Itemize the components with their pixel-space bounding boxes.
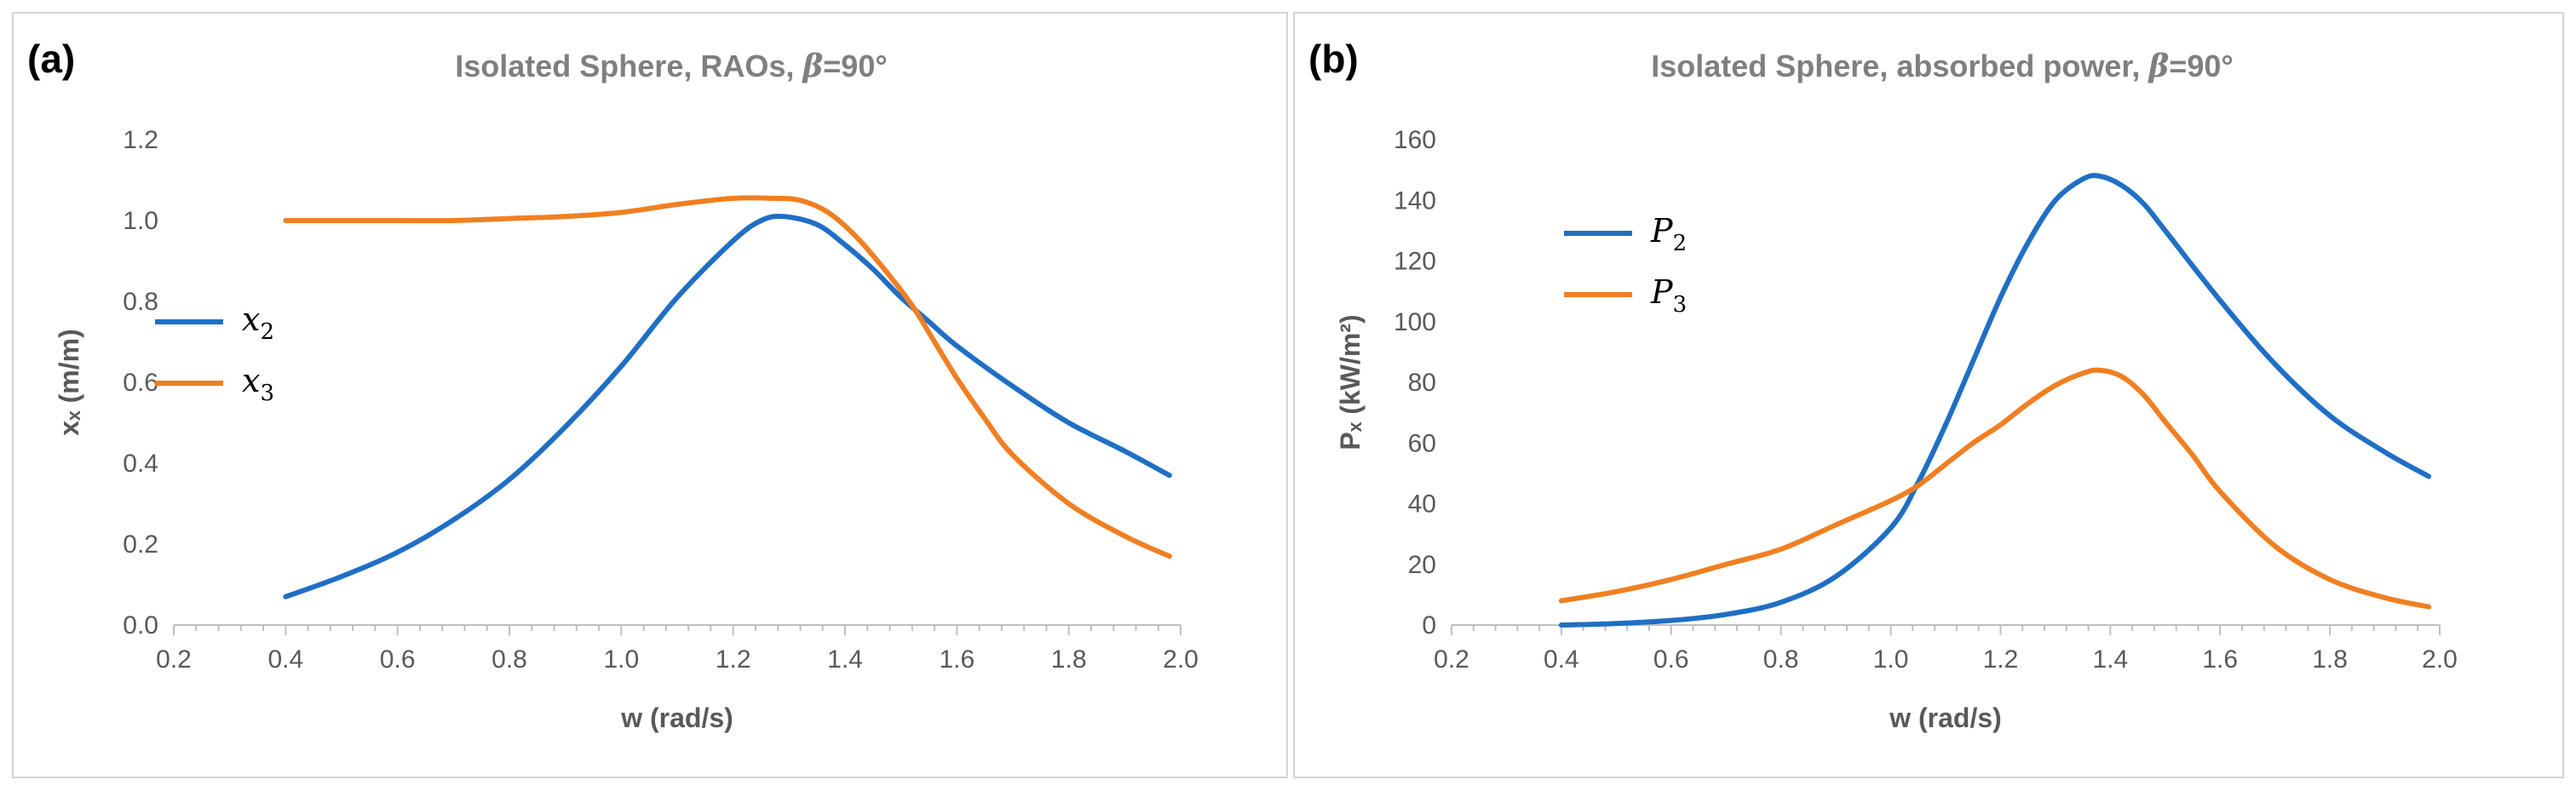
y-tick-label: 40 <box>1408 490 1436 519</box>
x-tick-label: 1.4 <box>827 645 863 674</box>
y-axis-title: Pₓ (kW/m²) <box>1335 314 1366 450</box>
chart-raos: Isolated Sphere, RAOs, β=90° 0.2 0.4 0.6 0.8… <box>54 49 1199 733</box>
y-tick-label: 0.2 <box>123 531 158 559</box>
x-tick-label: 0.8 <box>1763 645 1799 674</box>
y-tick-label: 140 <box>1394 186 1436 215</box>
x-tick-label: 1.6 <box>2202 645 2238 674</box>
x-tick-label: 0.4 <box>267 645 303 674</box>
chart-title-beta: β <box>2147 49 2169 84</box>
y-tick-label: 100 <box>1394 308 1436 336</box>
legend-label-p3: P3 <box>1650 273 1687 318</box>
legend-label-x2: x2 <box>242 301 274 345</box>
panel-b-absorbed-power: (b) Isolated Sphere, absorbed power, β=9… <box>1293 12 2564 778</box>
x-tick-label: 0.8 <box>492 645 527 674</box>
series-line-rao-x3 <box>283 195 1172 559</box>
y-tick-label: 0.8 <box>123 288 158 316</box>
x-tick-label: 1.8 <box>2312 645 2348 674</box>
chart-title-beta: β <box>801 49 823 84</box>
chart-title-angle: =90° <box>823 49 887 83</box>
x-tick-label: 2.0 <box>2422 645 2458 674</box>
chart-title: Isolated Sphere, RAOs, β=90° <box>455 49 888 84</box>
y-tick-label: 0.4 <box>123 450 158 478</box>
x-tick-label: 1.2 <box>1983 645 2019 674</box>
x-tick-label: 0.2 <box>1434 645 1469 674</box>
x-axis-title: w (rad/s) <box>620 703 733 733</box>
y-tick-label: 0 <box>1422 611 1436 640</box>
y-tick-label: 0.0 <box>123 611 158 640</box>
x-tick-label: 1.0 <box>1873 645 1909 674</box>
legend-label-x3: x3 <box>242 362 274 406</box>
y-tick-label: 120 <box>1394 248 1436 276</box>
x-tick-label: 0.4 <box>1544 645 1579 674</box>
chart-title-main: Isolated Sphere, RAOs, <box>455 49 802 83</box>
series-line-power-p2 <box>1558 173 2432 628</box>
x-tick-label: 1.6 <box>939 645 975 674</box>
series-line-power-p3 <box>1558 367 2432 610</box>
x-tick-label: 0.2 <box>156 645 192 674</box>
y-tick-label: 20 <box>1408 551 1436 579</box>
x-tick-label: 0.6 <box>1653 645 1689 674</box>
x-axis-title: w (rad/s) <box>1889 703 2002 733</box>
y-tick-label: 1.2 <box>123 126 158 154</box>
chart-title-main: Isolated Sphere, absorbed power, <box>1651 49 2148 83</box>
chart-title: Isolated Sphere, absorbed power, β=90° <box>1651 49 2234 84</box>
y-tick-label: 60 <box>1408 429 1436 457</box>
y-tick-label: 160 <box>1394 126 1436 154</box>
chart-title-angle: =90° <box>2169 49 2233 83</box>
y-tick-label: 0.6 <box>123 369 158 397</box>
y-tick-label: 80 <box>1408 369 1436 397</box>
chart-absorbed-power: Isolated Sphere, absorbed power, β=90° 0.… <box>1335 49 2458 733</box>
y-tick-label: 1.0 <box>123 207 158 235</box>
x-tick-label: 1.8 <box>1051 645 1087 674</box>
legend-label-p2: P2 <box>1650 212 1687 256</box>
y-axis-title: xₓ (m/m) <box>54 329 84 436</box>
x-tick-label: 1.2 <box>716 645 751 674</box>
x-tick-label: 1.4 <box>2092 645 2128 674</box>
panel-label: (b) <box>1308 37 1359 81</box>
x-tick-label: 0.6 <box>380 645 416 674</box>
x-tick-label: 1.0 <box>603 645 639 674</box>
panel-label: (a) <box>27 37 76 81</box>
panel-a-raos: (a) Isolated Sphere, RAOs, β=90° 0.2 0.4 0.… <box>12 12 1288 778</box>
series-line-rao-x2 <box>283 213 1172 599</box>
x-tick-label: 2.0 <box>1163 645 1199 674</box>
